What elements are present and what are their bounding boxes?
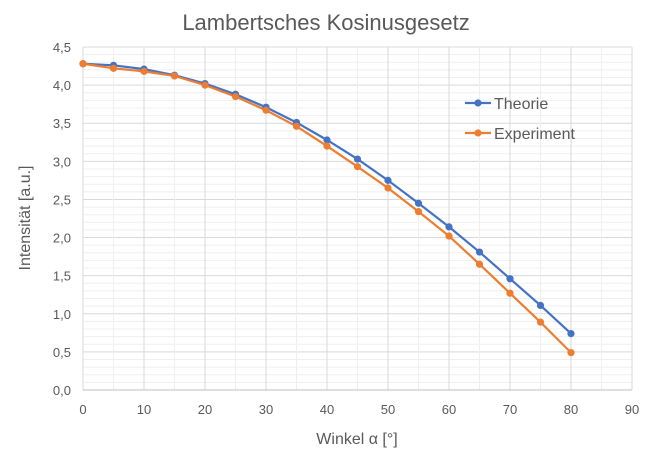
x-tick-labels: 0 10 20 30 40 50 60 70 80 90 (79, 402, 639, 417)
x-tick-label: 80 (564, 402, 578, 417)
data-point-theorie (475, 248, 484, 256)
data-point-experiment (170, 72, 179, 80)
data-point-experiment (506, 289, 514, 297)
data-point-experiment (262, 106, 270, 114)
y-tick-label: 0,0 (53, 383, 71, 398)
data-point-theorie (536, 301, 545, 309)
data-point-theorie (384, 176, 392, 184)
chart-title: Lambertsches Kosinusgesetz (182, 10, 469, 35)
x-tick-label: 90 (625, 402, 639, 417)
y-axis-label: Intensität [a.u.] (17, 166, 34, 271)
data-point-experiment (140, 67, 148, 75)
legend-marker-theorie (474, 99, 482, 107)
x-tick-label: 30 (259, 402, 273, 417)
data-point-experiment (323, 142, 331, 150)
data-point-experiment (201, 81, 209, 89)
y-tick-label: 2,0 (53, 231, 71, 246)
data-point-theorie (506, 275, 514, 283)
legend-label-experiment: Experiment (494, 126, 575, 143)
data-point-theorie (353, 155, 362, 163)
y-tick-label: 1,5 (53, 269, 71, 284)
data-point-theorie (323, 136, 331, 144)
series-layer (79, 60, 575, 357)
data-point-experiment (292, 122, 301, 130)
legend-label-theorie: Theorie (494, 96, 548, 113)
x-axis-label: Winkel α [°] (316, 431, 397, 448)
y-tick-label: 0,5 (53, 345, 71, 360)
legend-marker-experiment (474, 129, 482, 137)
x-tick-label: 10 (137, 402, 151, 417)
data-point-experiment (384, 184, 392, 192)
y-tick-label: 4,5 (53, 40, 71, 55)
data-point-experiment (231, 92, 240, 101)
y-tick-label: 3,0 (53, 154, 71, 169)
legend: Theorie Experiment (465, 96, 575, 143)
data-point-experiment (79, 60, 87, 68)
x-tick-label: 60 (442, 402, 456, 417)
x-tick-label: 0 (79, 402, 86, 417)
y-tick-label: 3,5 (53, 116, 71, 131)
y-tick-label: 4,0 (53, 78, 71, 93)
x-tick-label: 20 (198, 402, 212, 417)
data-point-theorie (567, 329, 575, 338)
grid (82, 46, 633, 391)
y-tick-label: 2,5 (53, 192, 71, 207)
data-point-experiment (414, 208, 423, 216)
data-point-theorie (414, 199, 423, 207)
data-point-experiment (475, 260, 484, 268)
x-tick-label: 50 (381, 402, 395, 417)
data-point-experiment (536, 318, 545, 326)
data-point-experiment (445, 232, 453, 240)
data-point-experiment (109, 64, 118, 72)
y-tick-labels: 0,0 0,5 1,0 1,5 2,0 2,5 3,0 3,5 4,0 4,5 (53, 40, 71, 398)
data-point-experiment (353, 163, 362, 171)
data-point-experiment (567, 349, 575, 357)
x-tick-label: 40 (320, 402, 334, 417)
data-point-theorie (445, 223, 453, 231)
x-tick-label: 70 (503, 402, 517, 417)
y-tick-label: 1,0 (53, 307, 71, 322)
